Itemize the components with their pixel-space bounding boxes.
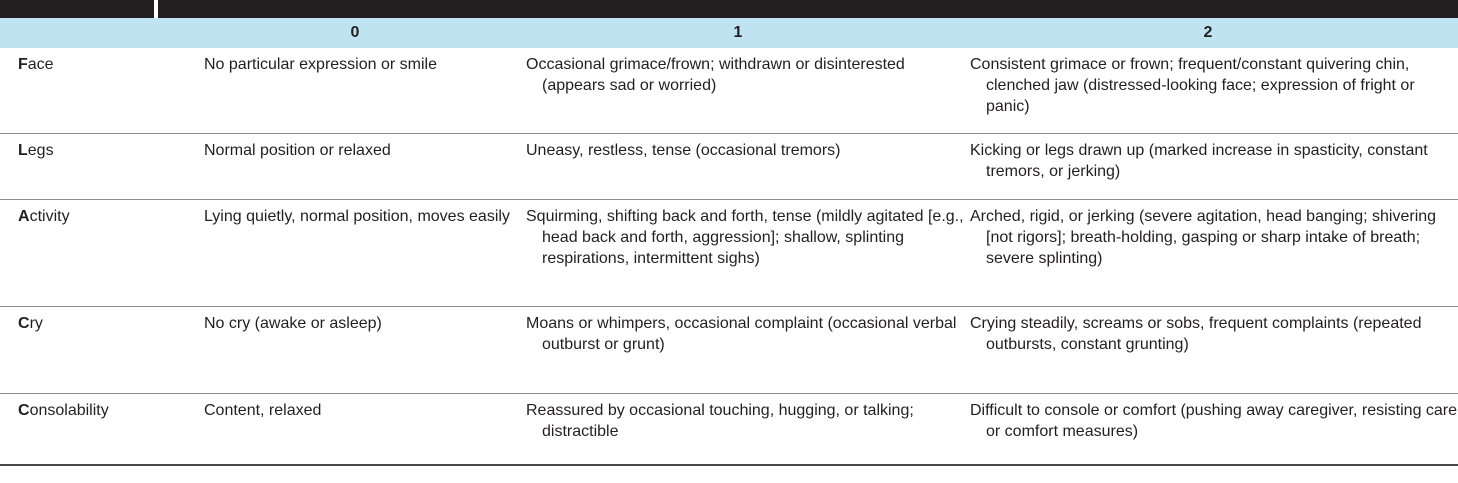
- score-0-cell: Normal position or relaxed: [204, 142, 391, 159]
- score-2-cell: Difficult to console or comfort (pushing…: [970, 402, 1458, 440]
- table-row-face: Face No particular expression or smile O…: [0, 48, 1458, 134]
- table-row-activity: Activity Lying quietly, normal position,…: [0, 200, 1458, 307]
- category-initial: C: [18, 315, 30, 332]
- category-initial: L: [18, 142, 28, 159]
- table-row-consolability: Consolability Content, relaxed Reassured…: [0, 394, 1458, 466]
- score-0-cell: Content, relaxed: [204, 402, 322, 419]
- category-initial: A: [18, 208, 30, 225]
- score-0-cell: No cry (awake or asleep): [204, 315, 382, 332]
- category-rest: ace: [27, 56, 54, 73]
- score-0-cell: Lying quietly, normal position, moves ea…: [204, 208, 510, 225]
- category-rest: onsolability: [29, 402, 109, 419]
- header-row: 0 1 2: [0, 18, 1458, 48]
- category-label: Face: [18, 54, 188, 75]
- score-1-cell: Occasional grimace/frown; withdrawn or d…: [526, 56, 905, 94]
- header-score-1: 1: [733, 24, 743, 41]
- table-row-legs: Legs Normal position or relaxed Uneasy, …: [0, 134, 1458, 200]
- category-initial: C: [18, 402, 30, 419]
- category-label: Cry: [18, 313, 188, 334]
- header-score-2: 2: [1203, 24, 1213, 41]
- table-row-cry: Cry No cry (awake or asleep) Moans or wh…: [0, 307, 1458, 394]
- score-2-cell: Crying steadily, screams or sobs, freque…: [970, 315, 1422, 353]
- category-rest: egs: [27, 142, 54, 159]
- category-label: Legs: [18, 140, 188, 161]
- category-rest: ctivity: [29, 208, 70, 225]
- score-2-cell: Kicking or legs drawn up (marked increas…: [970, 142, 1428, 180]
- score-0-cell: No particular expression or smile: [204, 56, 437, 73]
- score-1-cell: Uneasy, restless, tense (occasional trem…: [526, 142, 841, 159]
- top-bar-divider: [154, 0, 158, 18]
- header-score-0: 0: [350, 24, 360, 41]
- category-rest: ry: [29, 315, 43, 332]
- category-initial: F: [18, 56, 28, 73]
- score-2-cell: Arched, rigid, or jerking (severe agitat…: [970, 208, 1437, 267]
- category-label: Activity: [18, 206, 188, 227]
- category-label: Consolability: [18, 400, 188, 421]
- top-bar: [0, 0, 1458, 18]
- score-1-cell: Moans or whimpers, occasional complaint …: [526, 315, 957, 353]
- score-2-cell: Consistent grimace or frown; frequent/co…: [970, 56, 1415, 115]
- score-1-cell: Squirming, shifting back and forth, tens…: [526, 208, 964, 267]
- score-1-cell: Reassured by occasional touching, huggin…: [526, 402, 914, 440]
